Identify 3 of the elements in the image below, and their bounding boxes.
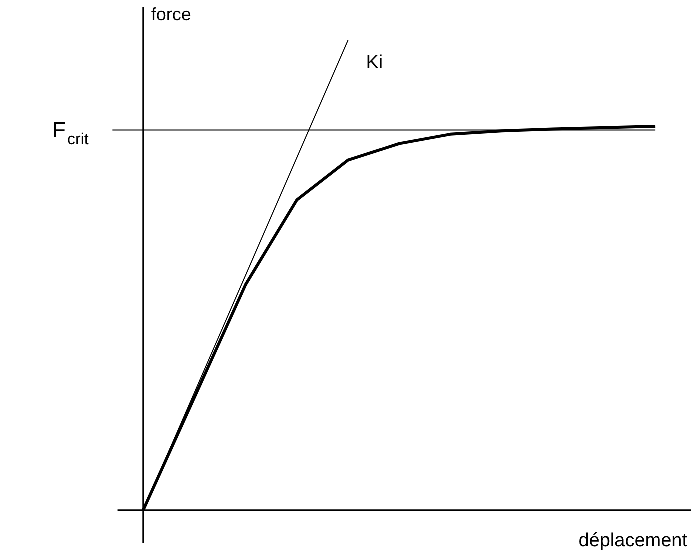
y-axis-title: force (151, 4, 192, 24)
series-label: Ki (366, 52, 384, 74)
x-axis-title: déplacement (578, 530, 688, 552)
